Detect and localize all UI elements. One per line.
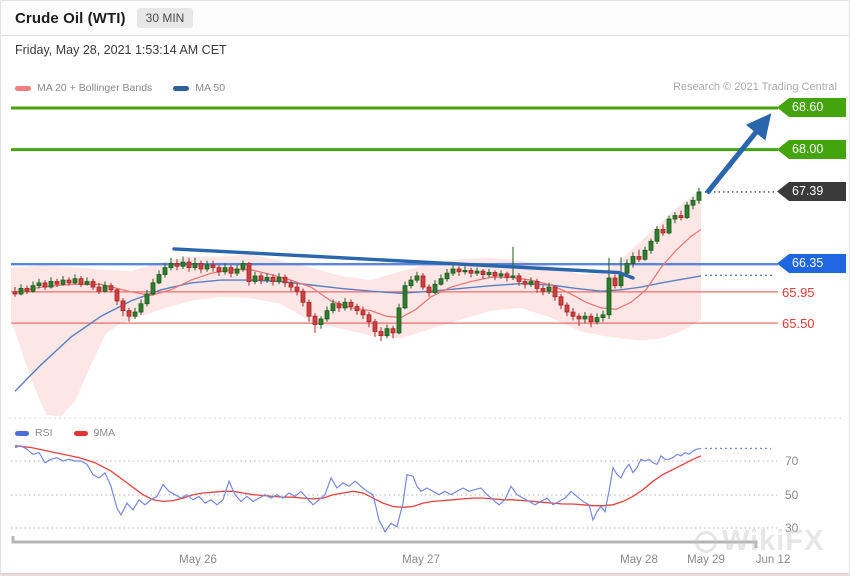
title-bar: Crude Oil (WTI) 30 MIN bbox=[1, 1, 849, 36]
chart-datetime: Friday, May 28, 2021 1:53:14 AM CET bbox=[15, 43, 227, 57]
timeframe-badge[interactable]: 30 MIN bbox=[136, 8, 194, 28]
legend-item-ma50: MA 50 bbox=[173, 82, 225, 94]
legend-item-rsi: RSI bbox=[15, 427, 53, 439]
instrument-title: Crude Oil (WTI) bbox=[15, 9, 126, 27]
research-credit: Research © 2021 Trading Central bbox=[672, 81, 837, 93]
rsi-9ma-swatch-icon bbox=[73, 430, 88, 436]
support2-price-label: 65.50 bbox=[782, 316, 815, 331]
legend-label-ma50: MA 50 bbox=[195, 82, 226, 94]
legend-item-ma20-bollinger: MA 20 + Bollinger Bands bbox=[15, 82, 152, 94]
svg-text:May 29: May 29 bbox=[687, 554, 725, 566]
svg-text:May 27: May 27 bbox=[402, 554, 440, 566]
resistance1-price-tag: 68.00 bbox=[777, 140, 846, 159]
rsi-legend: RSI 9MA bbox=[15, 427, 129, 439]
resistance2-price-tag: 68.60 bbox=[777, 98, 846, 117]
legend-label-9ma: 9MA bbox=[93, 427, 116, 439]
legend-label-ma20: MA 20 + Bollinger Bands bbox=[37, 82, 153, 94]
last-price-tag: 67.39 bbox=[777, 182, 846, 201]
legend-label-rsi: RSI bbox=[35, 427, 53, 439]
ma50-swatch-icon bbox=[173, 85, 190, 91]
legend-item-9ma: 9MA bbox=[73, 427, 116, 439]
pivot-price-tag: 66.35 bbox=[777, 254, 846, 273]
svg-text:50: 50 bbox=[785, 488, 799, 502]
rsi-swatch-icon bbox=[15, 430, 29, 436]
svg-text:70: 70 bbox=[785, 454, 799, 468]
svg-text:30: 30 bbox=[785, 521, 799, 535]
svg-text:May 28: May 28 bbox=[620, 554, 658, 566]
support1-price-label: 65.95 bbox=[782, 285, 815, 300]
bottom-divider bbox=[1, 573, 849, 575]
main-chart-legend: MA 20 + Bollinger Bands MA 50 bbox=[15, 82, 239, 94]
svg-text:Jun 12: Jun 12 bbox=[756, 554, 791, 566]
ma20-swatch-icon bbox=[15, 85, 31, 91]
svg-text:May 26: May 26 bbox=[179, 554, 217, 566]
